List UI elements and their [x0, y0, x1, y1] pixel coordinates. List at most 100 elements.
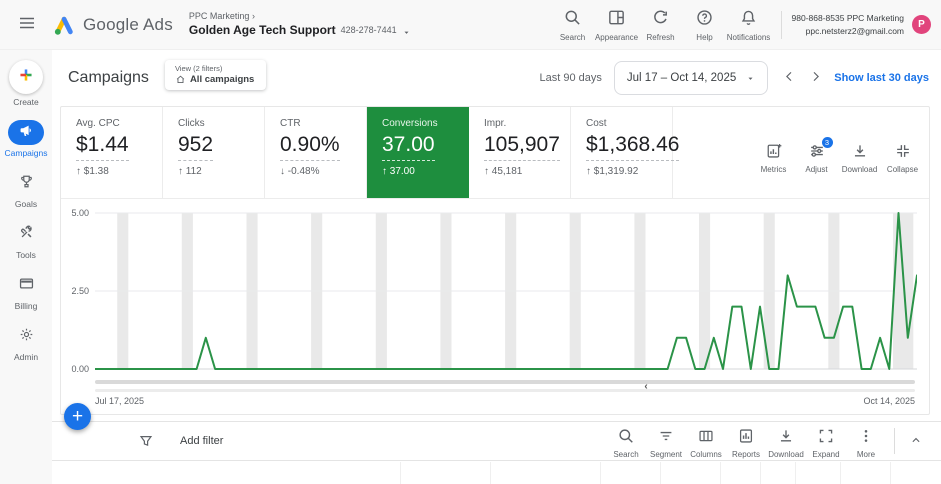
chart-zoom-track[interactable]	[95, 389, 915, 392]
avatar[interactable]: P	[912, 15, 931, 34]
megaphone-icon	[18, 122, 35, 144]
badge: 3	[821, 136, 833, 148]
sidebar-item-tools[interactable]: Tools	[8, 222, 44, 260]
table-more-button[interactable]: More	[846, 423, 886, 459]
billing-pill[interactable]	[8, 273, 44, 298]
scorecard-avg-cpc[interactable]: Avg. CPC $1.44 ↑ $1.38	[61, 107, 163, 198]
x-axis-labels: Jul 17, 2025 Oct 14, 2025	[95, 396, 915, 414]
scorecard-conversions[interactable]: Conversions 37.00 ↑ 37.00	[367, 107, 469, 198]
action-label: Reports	[731, 450, 760, 459]
breadcrumb[interactable]: PPC Marketing ›	[189, 11, 411, 22]
action-label: Download	[841, 164, 878, 174]
topbar-refresh-button[interactable]: Refresh	[639, 8, 683, 42]
show-last-30-days-link[interactable]: Show last 30 days	[834, 72, 929, 84]
action-label: Collapse	[886, 164, 919, 174]
topbar-appearance-button[interactable]: Appearance	[595, 8, 639, 42]
expand-icon	[817, 427, 835, 445]
create-button[interactable]	[9, 60, 43, 94]
scorecard-clicks[interactable]: Clicks 952 ↑ 112	[163, 107, 265, 198]
chart-collapse-button[interactable]: Collapse	[882, 132, 923, 174]
caret-down-icon	[746, 74, 755, 83]
view-filters-label: View (2 filters)	[174, 64, 223, 73]
slider-handle-icon[interactable]: ‹	[644, 381, 648, 392]
plus-icon: +	[71, 405, 84, 427]
manager-account-name[interactable]: PPC Marketing	[188, 11, 250, 22]
menu-button[interactable]	[14, 12, 40, 38]
scorecard-actions: Metrics 3 Adjust Download Collapse	[753, 107, 929, 198]
topbar-appearance-label: Appearance	[594, 32, 639, 42]
x-axis-end-date: Oct 14, 2025	[863, 396, 915, 406]
table-download-button[interactable]: Download	[766, 423, 806, 459]
table-expand-button[interactable]: Expand	[806, 423, 846, 459]
topbar-notifications-button[interactable]: Notifications	[727, 8, 771, 42]
sidebar-item-campaigns[interactable]: Campaigns	[5, 120, 48, 158]
account-info[interactable]: 980-868-8535 PPC Marketing ppc.netsterz2…	[792, 12, 904, 37]
download-icon	[851, 142, 869, 160]
add-filter-button[interactable]: Add filter	[180, 435, 224, 447]
table-column-divider	[720, 462, 721, 484]
chart-download-button[interactable]: Download	[839, 132, 880, 174]
chart-adjust-button[interactable]: 3 Adjust	[796, 132, 837, 174]
gear-icon	[18, 326, 35, 348]
action-label: Segment	[649, 450, 683, 459]
scorecard-cost[interactable]: Cost $1,368.46 ↑ $1,319.92	[571, 107, 680, 198]
action-label: Metrics	[760, 164, 787, 174]
table-reports-button[interactable]: Reports	[726, 423, 766, 459]
y-axis-tick: 0.00	[71, 364, 89, 374]
table-column-divider	[795, 462, 796, 484]
table-column-divider	[490, 462, 491, 484]
billing-card-icon	[18, 275, 35, 297]
topbar-search-button[interactable]: Search	[551, 8, 595, 42]
topbar-help-button[interactable]: Help	[683, 8, 727, 42]
collapse-table-button[interactable]	[901, 426, 931, 456]
table-preview	[52, 461, 941, 484]
page-header: Campaigns View (2 filters) All campaigns…	[52, 50, 941, 106]
table-search-button[interactable]: Search	[606, 423, 646, 459]
tools-pill[interactable]	[8, 222, 44, 247]
funnel-icon[interactable]	[138, 433, 154, 449]
campaign-account-name[interactable]: Golden Age Tech Support	[188, 22, 336, 37]
scorecard-value: 37.00	[382, 133, 435, 161]
sidebar-item-create[interactable]: Create	[9, 60, 43, 107]
scorecard-label: Avg. CPC	[76, 118, 120, 129]
toolbar-divider	[894, 428, 895, 454]
refresh-icon	[651, 8, 670, 27]
account-breadcrumb[interactable]: PPC Marketing › Golden Age Tech Support …	[189, 11, 411, 37]
sidebar-item-billing[interactable]: Billing	[8, 273, 44, 311]
action-label: Expand	[812, 450, 840, 459]
scorecards-row: Avg. CPC $1.44 ↑ $1.38 Clicks 952 ↑ 112 CTR 0.9…	[61, 107, 929, 199]
campaigns-pill[interactable]	[8, 120, 44, 145]
account-phone-name: 980-868-8535 PPC Marketing	[791, 13, 904, 24]
scorecard-impr[interactable]: Impr. 105,907 ↑ 45,181	[469, 107, 571, 198]
chevron-left-icon	[782, 69, 797, 87]
search-icon	[617, 427, 635, 445]
view-selector[interactable]: View (2 filters) All campaigns	[164, 60, 267, 90]
table-columns-button[interactable]: Columns	[686, 423, 726, 459]
scorecard-delta: ↑ 37.00	[382, 166, 415, 177]
sidebar-item-goals[interactable]: Goals	[8, 171, 44, 209]
caret-down-icon[interactable]	[402, 26, 411, 35]
chart-scrollbar-track[interactable]	[95, 380, 915, 384]
date-next-button[interactable]	[802, 65, 828, 91]
table-segment-button[interactable]: Segment	[646, 423, 686, 459]
scorecard-delta: ↑ 112	[178, 166, 202, 177]
scorecard-value: 952	[178, 133, 214, 161]
topbar-nav: Search Appearance Refresh Help Notifications	[551, 8, 771, 42]
scorecard-ctr[interactable]: CTR 0.90% ↓ -0.48%	[265, 107, 367, 198]
sidebar-item-admin[interactable]: Admin	[8, 324, 44, 362]
chart-metrics-button[interactable]: Metrics	[753, 132, 794, 174]
reports-icon	[737, 427, 755, 445]
fab-add-button[interactable]: +	[64, 403, 91, 430]
sidebar-item-label: Admin	[13, 352, 39, 362]
chart-scrollbar[interactable]: ‹	[95, 380, 915, 395]
date-range-selector[interactable]: Jul 17 – Oct 14, 2025	[613, 61, 769, 95]
admin-pill[interactable]	[8, 324, 44, 349]
y-axis-tick: 2.50	[71, 286, 89, 296]
scorecard-delta: ↑ $1,319.92	[586, 166, 639, 177]
scorecard-label: Conversions	[382, 118, 438, 129]
goals-pill[interactable]	[8, 171, 44, 196]
date-prev-button[interactable]	[776, 65, 802, 91]
table-column-divider	[600, 462, 601, 484]
scorecard-delta: ↑ $1.38	[76, 166, 109, 177]
sidebar-item-label: Billing	[14, 301, 38, 311]
